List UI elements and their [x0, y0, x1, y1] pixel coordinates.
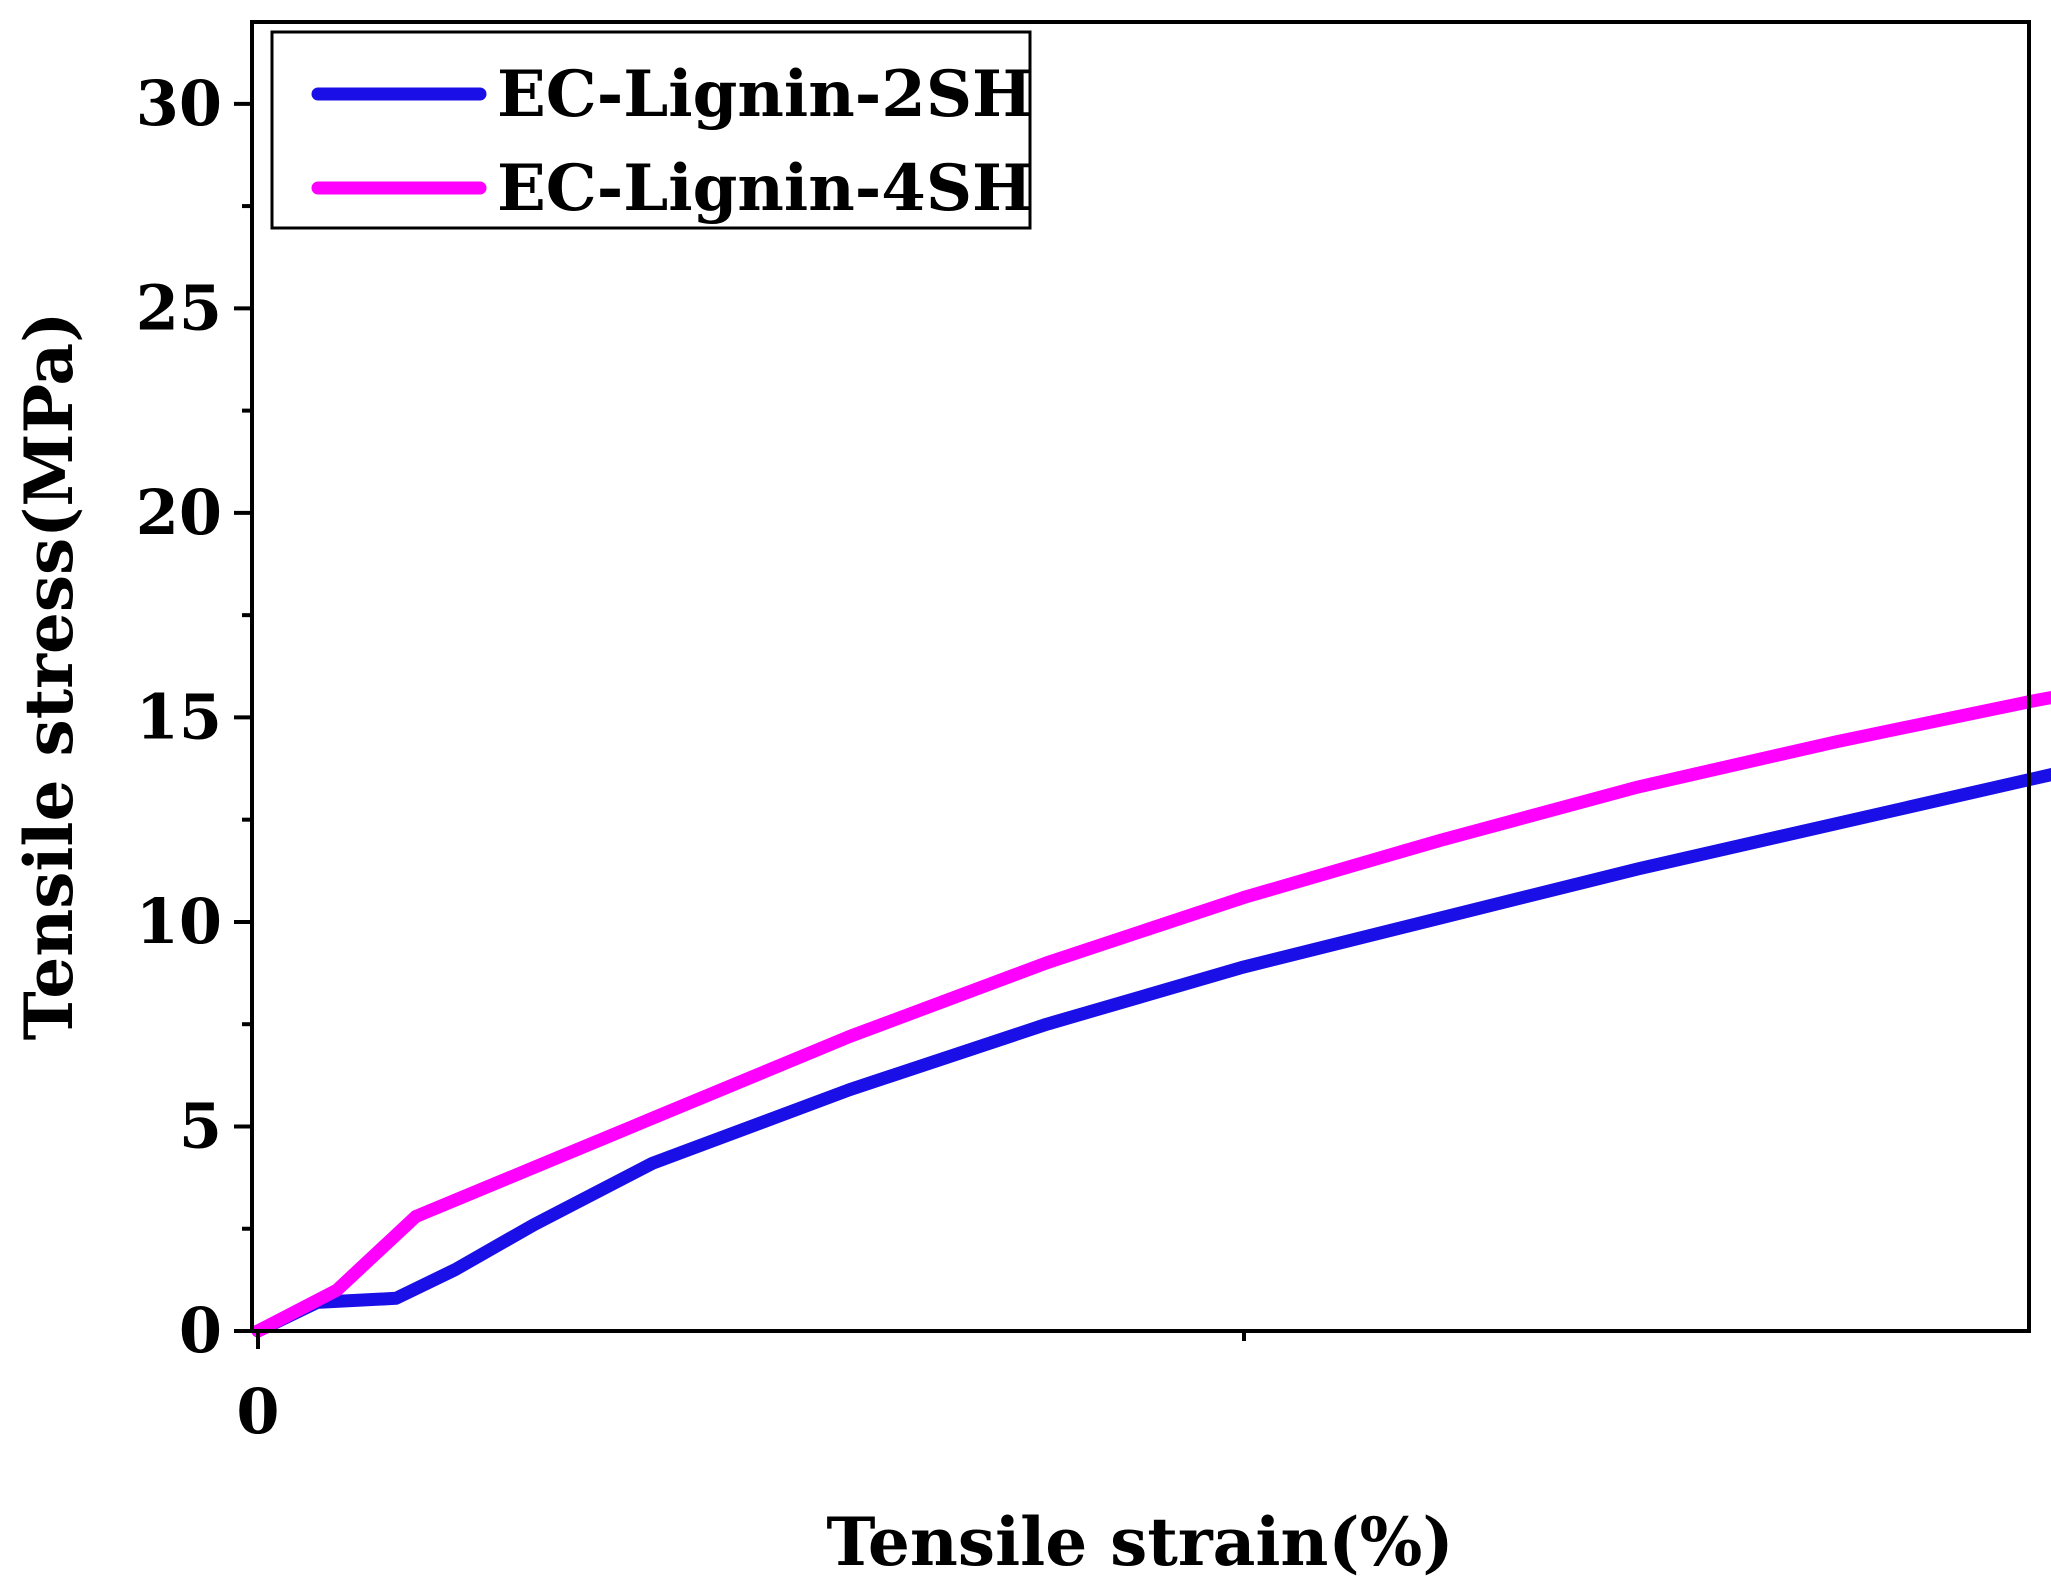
y-axis-title: Tensile stress(MPa) [10, 312, 88, 1041]
x-axis-title: Tensile strain(%) [826, 1503, 1453, 1581]
y-tick-label: 15 [136, 680, 222, 753]
y-tick-label: 30 [136, 67, 222, 140]
y-tick-label: 5 [179, 1089, 222, 1162]
series-layer [251, 690, 2051, 1338]
ticks-layer: 05101520253005101520 [136, 67, 1246, 1448]
series-line-ec-lignin-2sh [251, 767, 2051, 1338]
legend-label-ec-lignin-2sh: EC-Lignin-2SH [497, 57, 1033, 132]
legend-box [270, 30, 1032, 230]
legend-label-ec-lignin-4sh: EC-Lignin-4SH [497, 151, 1033, 226]
y-tick-label: 20 [136, 476, 222, 549]
x-tick-label: 0 [236, 1375, 279, 1448]
legend: EC-Lignin-2SH EC-Lignin-4SH [270, 30, 1033, 230]
y-tick-label: 25 [136, 271, 222, 344]
series-line-ec-lignin-4sh [251, 690, 2051, 1338]
plot-frame [250, 20, 2031, 1333]
y-tick-label: 0 [179, 1294, 222, 1367]
y-tick-label: 10 [136, 885, 222, 958]
